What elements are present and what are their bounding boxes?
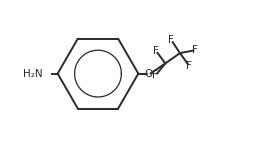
Text: O: O [144,69,152,79]
Text: F: F [168,35,174,45]
Text: F: F [152,70,158,80]
Text: H₂N: H₂N [23,69,43,79]
Text: F: F [192,45,198,55]
Text: F: F [186,61,192,71]
Text: F: F [153,46,159,56]
